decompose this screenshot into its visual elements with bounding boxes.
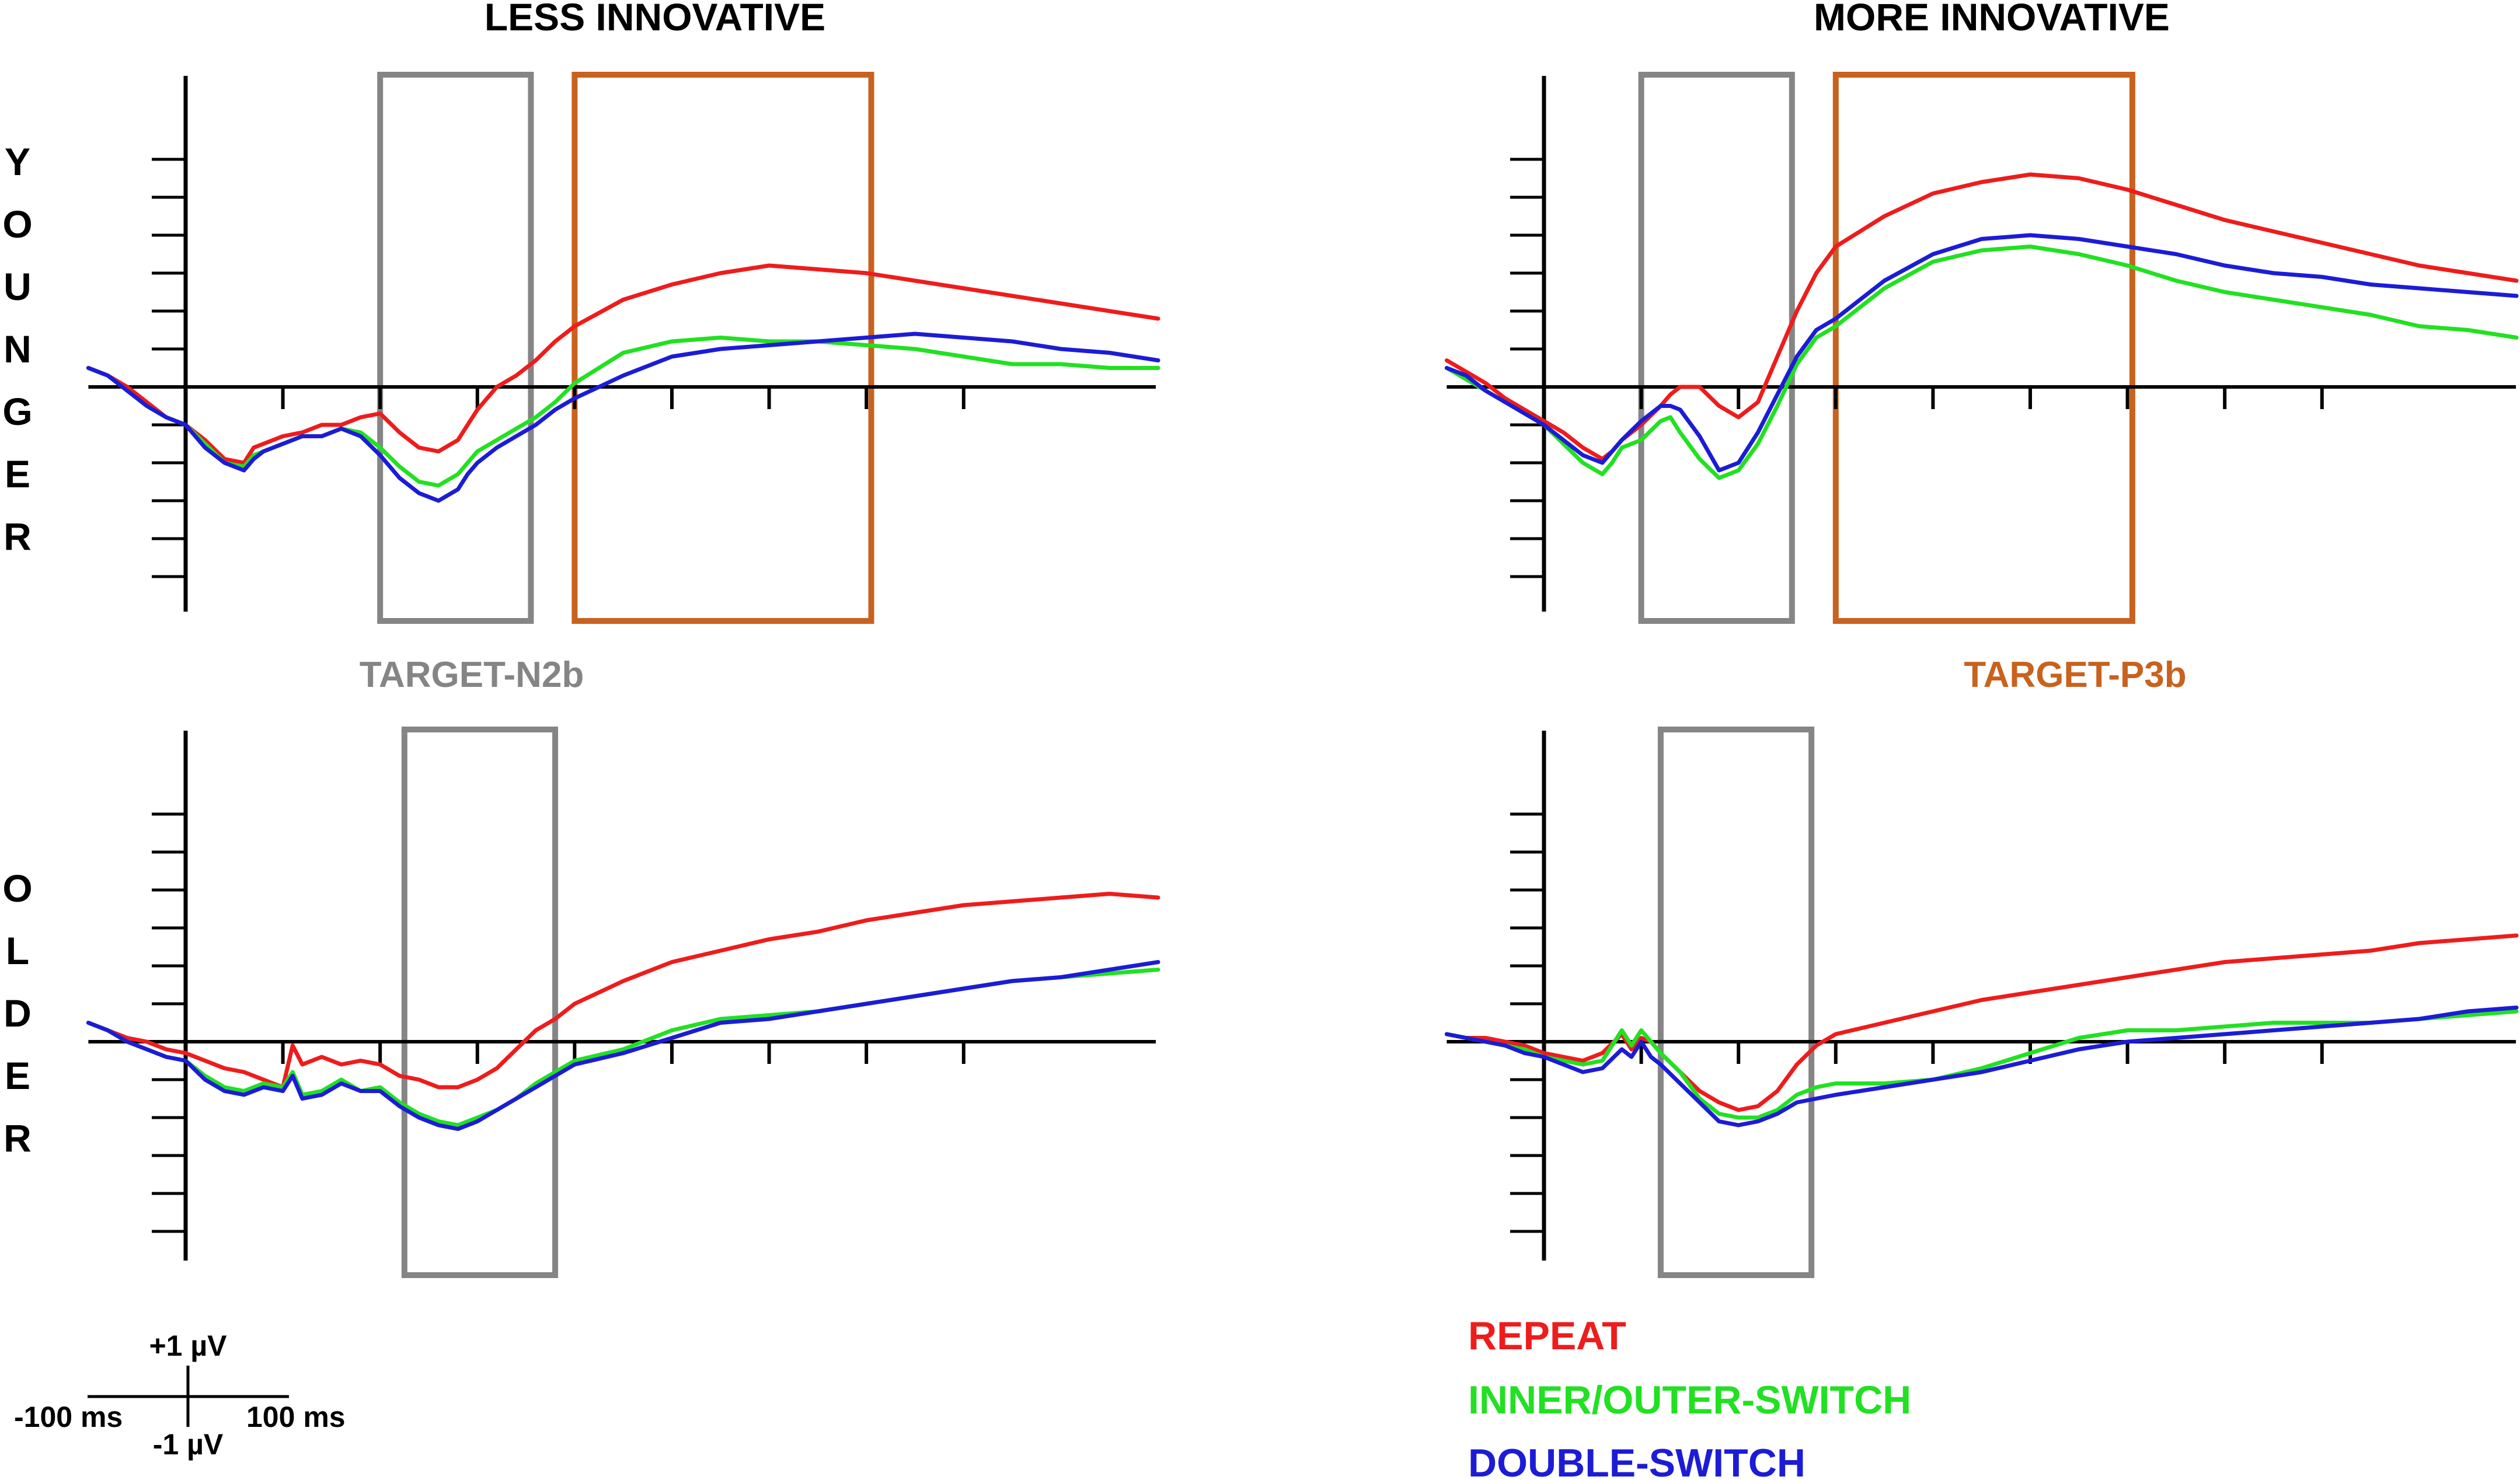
scale-bar-top-label: +1 µV bbox=[149, 1329, 227, 1362]
row-label-letter: Y bbox=[5, 140, 30, 183]
panel-younger-less-innovative bbox=[86, 72, 1160, 624]
row-label-letter: O bbox=[2, 867, 32, 910]
series-line-repeat bbox=[1444, 172, 2519, 461]
legend: REPEAT INNER/OUTER-SWITCH DOUBLE-SWITCH bbox=[1468, 1314, 1911, 1480]
series-line-double-switch bbox=[86, 960, 1160, 1131]
series-line-repeat bbox=[86, 263, 1160, 465]
title-less-innovative: LESS INNOVATIVE bbox=[485, 0, 825, 39]
row-label-letter: G bbox=[2, 390, 32, 433]
n2b-window-box bbox=[1657, 727, 1815, 1278]
series-line-inner-outer-switch bbox=[1444, 245, 2519, 480]
legend-entry-double-switch: DOUBLE-SWITCH bbox=[1468, 1441, 1806, 1480]
row-label-letter: D bbox=[4, 992, 32, 1035]
row-label-letter: R bbox=[4, 515, 32, 558]
legend-entry-inner-outer-switch: INNER/OUTER-SWITCH bbox=[1468, 1378, 1911, 1422]
legend-entry-repeat: REPEAT bbox=[1468, 1314, 1626, 1358]
series-line-inner-outer-switch bbox=[86, 968, 1160, 1128]
series-line-double-switch bbox=[1444, 233, 2519, 473]
n2b-window-box bbox=[1638, 72, 1795, 624]
n2b-window-label: TARGET-N2b bbox=[360, 655, 584, 695]
n2b-window-box bbox=[401, 727, 559, 1278]
series-line-inner-outer-switch bbox=[1444, 1009, 2519, 1120]
series-line-double-switch bbox=[86, 331, 1160, 503]
panel-older-less-innovative bbox=[86, 727, 1160, 1278]
scale-bar-left-label: -100 ms bbox=[14, 1401, 123, 1433]
p3b-window-label: TARGET-P3b bbox=[1964, 655, 2186, 695]
scale-bar: +1 µV -1 µV -100 ms 100 ms bbox=[14, 1329, 346, 1461]
p3b-window-box bbox=[571, 72, 874, 624]
panel-younger-more-innovative bbox=[1444, 72, 2519, 624]
panel-older-more-innovative bbox=[1444, 727, 2519, 1278]
title-more-innovative: MORE INNOVATIVE bbox=[1814, 0, 2170, 39]
row-label-letter: U bbox=[4, 265, 32, 308]
row-label-letter: R bbox=[4, 1116, 32, 1160]
row-label-letter: L bbox=[6, 929, 29, 972]
scale-bar-right-label: 100 ms bbox=[246, 1401, 346, 1433]
series-line-repeat bbox=[1444, 933, 2519, 1112]
row-label-letter: E bbox=[5, 1054, 30, 1097]
scale-bar-bottom-label: -1 µV bbox=[153, 1428, 224, 1461]
row-label-letter: N bbox=[4, 327, 32, 371]
row-label-letter: O bbox=[2, 203, 32, 246]
p3b-window-box bbox=[1832, 72, 2135, 624]
series-line-repeat bbox=[86, 892, 1160, 1090]
row-label-letter: E bbox=[5, 452, 30, 495]
n2b-window-box bbox=[377, 72, 534, 624]
series-line-double-switch bbox=[1444, 1006, 2519, 1128]
